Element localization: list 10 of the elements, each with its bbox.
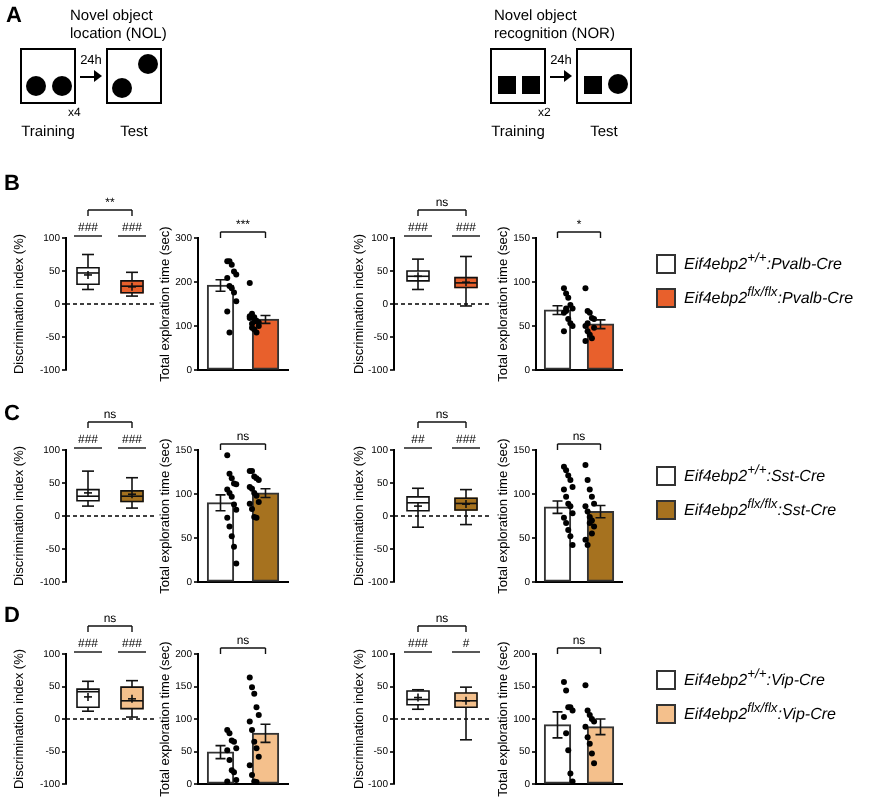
legend-label: Eif4ebp2$^{flx/flx}$:Vip-Cre bbox=[684, 700, 836, 726]
text: A bbox=[6, 4, 22, 28]
legend-label: Eif4ebp2$^{flx/flx}$:Pvalb-Cre bbox=[684, 284, 854, 310]
chart-title: D bbox=[4, 604, 20, 628]
chart-title: B bbox=[4, 172, 20, 196]
legend-label: Eif4ebp2$^{flx/flx}$:Sst-Cre bbox=[684, 496, 837, 522]
chart-title: C bbox=[4, 402, 20, 426]
text: Eif4ebp2$^{+/+}$:Sst-Cre bbox=[684, 462, 826, 488]
text: Eif4ebp2$^{+/+}$:Vip-Cre bbox=[684, 666, 825, 692]
text: Eif4ebp2$^{+/+}$:Pvalb-Cre bbox=[684, 250, 843, 276]
